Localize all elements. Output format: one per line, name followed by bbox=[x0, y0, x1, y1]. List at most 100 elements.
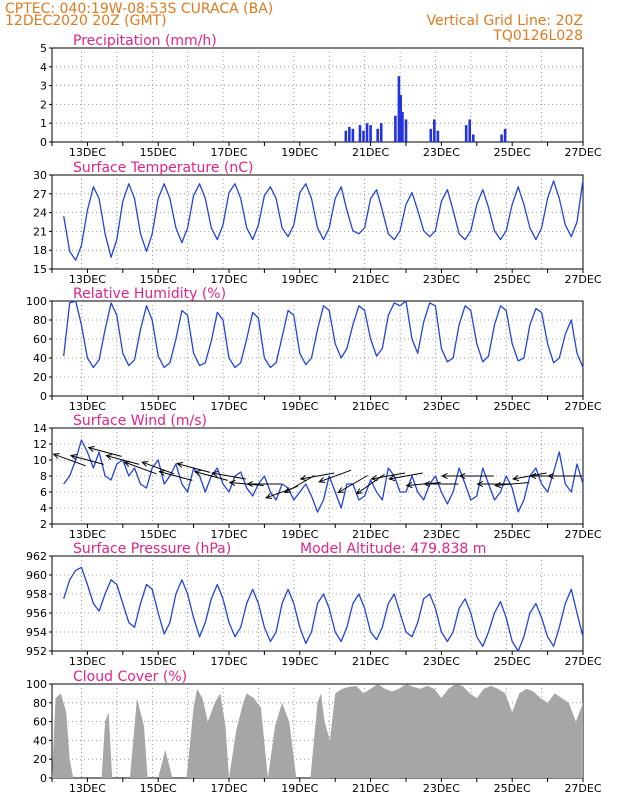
x-tick-label: 15DEC bbox=[140, 782, 177, 795]
panel-6: 0 20 40 60 80 100 13DEC 15DEC 17DEC 19DEC 21DEC 23D… bbox=[26, 669, 602, 795]
panel-annotation: Model Altitude: 479.838 m bbox=[300, 541, 486, 557]
wind-arrow-head bbox=[512, 475, 520, 482]
x-tick-label: 23DEC bbox=[423, 400, 460, 413]
wind-arrow-head bbox=[355, 488, 363, 495]
plot-frame bbox=[51, 300, 584, 397]
panel-2: 15 18 21 24 27 30 13DEC 15DEC 17DEC 19DEC 21DEC 23D… bbox=[33, 160, 602, 286]
wind-arrow-head bbox=[458, 472, 466, 480]
x-tick-label: 13DEC bbox=[69, 400, 106, 413]
x-tick-label: 13DEC bbox=[69, 655, 106, 668]
plot-frame bbox=[51, 174, 584, 270]
precip-bar bbox=[348, 126, 351, 142]
x-tick-label: 19DEC bbox=[281, 655, 318, 668]
precip-bar bbox=[500, 134, 503, 142]
x-tick-label: 27DEC bbox=[564, 146, 601, 159]
wind-arrow-head bbox=[318, 477, 326, 483]
wind-arrow-head bbox=[529, 472, 537, 480]
x-tick-label: 21DEC bbox=[352, 782, 389, 795]
y-tick-label: 10 bbox=[33, 454, 47, 467]
wind-arrow-head bbox=[69, 453, 77, 460]
y-tick-label: 14 bbox=[33, 422, 47, 435]
wind-arrow-head bbox=[158, 469, 166, 476]
wind-arrow-shaft bbox=[495, 482, 530, 486]
panel-1: 0 1 2 3 4 5 13DEC 15DEC 17DEC 19DEC 21DEC 23DEC 25DE… bbox=[40, 33, 602, 159]
x-tick-label: 27DEC bbox=[564, 400, 601, 413]
wind-arrow-head bbox=[228, 479, 236, 487]
wind-arrow-shaft bbox=[300, 472, 335, 480]
y-tick-label: 60 bbox=[33, 333, 47, 346]
wind-arrow-head bbox=[476, 480, 484, 488]
panel-4: 2 4 6 8 10 12 14 13DEC 15DEC 17DEC 19DEC 21DEC 23DEC… bbox=[33, 413, 602, 541]
precip-bar bbox=[362, 130, 365, 142]
y-tick-label: 6 bbox=[40, 486, 47, 499]
y-tick-label: 80 bbox=[33, 697, 47, 710]
panel-5: 952 954 956 958 960 962 13DEC 15DEC 17DEC 19DEC 21… bbox=[26, 541, 602, 668]
y-tick-label: 960 bbox=[26, 569, 47, 582]
precip-bar bbox=[471, 134, 475, 142]
x-tick-label: 25DEC bbox=[494, 400, 531, 413]
x-tick-label: 23DEC bbox=[423, 655, 460, 668]
wind-arrow-head bbox=[87, 445, 95, 452]
x-tick-label: 21DEC bbox=[352, 273, 389, 286]
x-tick-label: 17DEC bbox=[210, 400, 247, 413]
y-tick-label: 4 bbox=[40, 502, 47, 515]
precip-bar bbox=[429, 128, 433, 142]
y-tick-label: 952 bbox=[26, 645, 47, 658]
x-tick-label: 21DEC bbox=[352, 400, 389, 413]
wind-arrow-head bbox=[494, 481, 502, 489]
cloud-area bbox=[52, 684, 583, 778]
y-tick-label: 80 bbox=[33, 314, 47, 327]
x-tick-label: 25DEC bbox=[494, 273, 531, 286]
y-tick-label: 40 bbox=[33, 352, 47, 365]
y-tick-label: 30 bbox=[33, 169, 47, 182]
x-tick-label: 21DEC bbox=[352, 528, 389, 541]
precip-bar bbox=[365, 123, 369, 142]
y-tick-label: 100 bbox=[26, 678, 47, 691]
plot-frame bbox=[51, 47, 584, 143]
x-tick-label: 19DEC bbox=[281, 273, 318, 286]
x-tick-label: 15DEC bbox=[140, 528, 177, 541]
series-line bbox=[63, 179, 584, 261]
wind-arrow-head bbox=[284, 487, 292, 494]
precip-bar bbox=[379, 123, 383, 142]
precip-bar bbox=[401, 111, 404, 142]
y-tick-label: 1 bbox=[40, 117, 47, 130]
wind-arrow-head bbox=[52, 453, 60, 459]
x-tick-label: 19DEC bbox=[281, 528, 318, 541]
y-tick-label: 4 bbox=[40, 61, 47, 74]
x-tick-label: 27DEC bbox=[564, 655, 601, 668]
x-tick-label: 15DEC bbox=[140, 400, 177, 413]
x-tick-label: 23DEC bbox=[423, 146, 460, 159]
x-tick-label: 27DEC bbox=[564, 273, 601, 286]
header-location: CPTEC: 040:19W-08:53S CURACA (BA) bbox=[5, 1, 273, 17]
wind-arrows bbox=[52, 445, 583, 499]
x-tick-label: 23DEC bbox=[423, 528, 460, 541]
y-tick-label: 5 bbox=[40, 42, 47, 55]
panel-title: Cloud Cover (%) bbox=[73, 669, 187, 685]
wind-arrow-head bbox=[211, 470, 219, 477]
wind-arrow-head bbox=[370, 475, 378, 482]
wind-arrow-head bbox=[123, 461, 131, 467]
y-tick-label: 958 bbox=[26, 588, 47, 601]
series-line bbox=[63, 566, 584, 652]
y-tick-label: 18 bbox=[33, 244, 47, 257]
x-tick-label: 27DEC bbox=[564, 528, 601, 541]
precip-bar bbox=[436, 130, 440, 142]
x-tick-label: 17DEC bbox=[210, 528, 247, 541]
wind-arrow-head bbox=[176, 461, 184, 468]
precip-bar bbox=[358, 125, 362, 142]
wind-arrow-head bbox=[405, 481, 413, 489]
x-tick-label: 23DEC bbox=[423, 782, 460, 795]
header-date: 12DEC2020 20Z (GMT) bbox=[5, 13, 167, 29]
x-tick-label: 27DEC bbox=[564, 782, 601, 795]
y-tick-label: 21 bbox=[33, 225, 47, 238]
x-tick-label: 13DEC bbox=[69, 528, 106, 541]
wind-arrow-shaft bbox=[319, 469, 352, 483]
y-tick-label: 15 bbox=[33, 263, 47, 276]
y-tick-label: 8 bbox=[40, 470, 47, 483]
y-tick-label: 27 bbox=[33, 188, 47, 201]
precip-bar bbox=[503, 128, 507, 142]
wind-arrow-shaft bbox=[337, 475, 368, 493]
x-tick-label: 19DEC bbox=[281, 400, 318, 413]
